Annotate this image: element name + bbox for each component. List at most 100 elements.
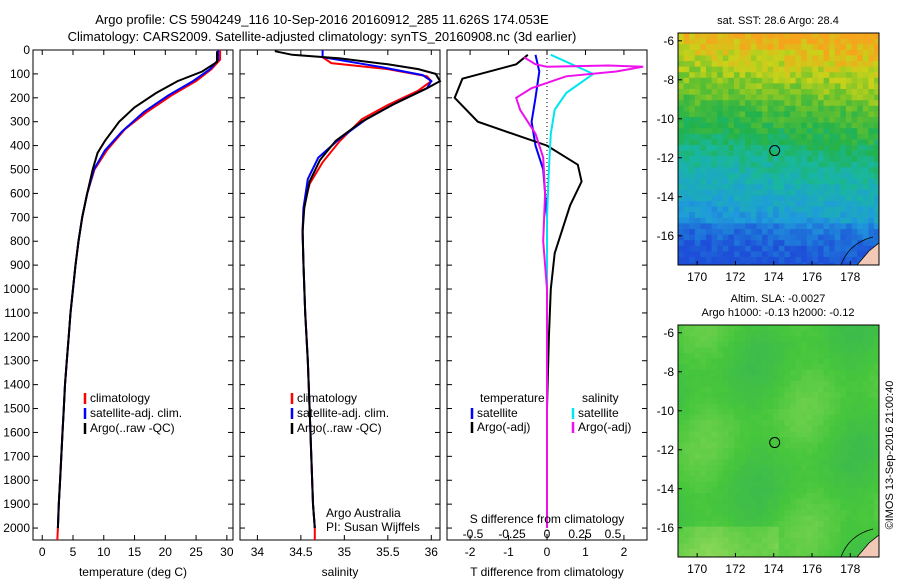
map-cell bbox=[862, 521, 869, 527]
map-cell bbox=[756, 94, 763, 101]
map-cell bbox=[734, 189, 740, 196]
map-cell bbox=[745, 44, 752, 51]
map-cell bbox=[862, 55, 869, 62]
map-cell bbox=[762, 94, 768, 101]
map-cell bbox=[706, 139, 712, 146]
map-cell bbox=[700, 55, 707, 62]
map-cell bbox=[756, 156, 763, 163]
map-cell bbox=[711, 133, 718, 140]
map-cell bbox=[795, 453, 802, 460]
map-cell bbox=[857, 425, 864, 432]
map-cell bbox=[773, 173, 780, 179]
map-cell bbox=[689, 420, 696, 427]
map-cell bbox=[778, 358, 785, 365]
map-cell bbox=[806, 240, 813, 247]
map-cell bbox=[773, 375, 780, 382]
map-cell bbox=[700, 72, 707, 79]
map-cell bbox=[745, 72, 752, 79]
map-cell bbox=[773, 240, 780, 247]
y-tick-label: 700 bbox=[10, 210, 30, 224]
map-cell bbox=[700, 392, 707, 399]
map-cell bbox=[778, 44, 785, 51]
map-cell bbox=[818, 189, 824, 196]
map-cell bbox=[739, 465, 746, 471]
map-cell bbox=[683, 217, 690, 224]
map-cell bbox=[773, 515, 780, 522]
map-cell bbox=[857, 526, 864, 533]
map-cell bbox=[694, 425, 701, 432]
map-cell bbox=[851, 245, 858, 252]
map-cell bbox=[689, 465, 696, 471]
map-cell bbox=[823, 437, 830, 443]
map-cell bbox=[722, 465, 729, 471]
map-cell bbox=[829, 336, 836, 343]
map-cell bbox=[739, 336, 746, 343]
map-cell bbox=[806, 66, 813, 73]
map-cell bbox=[801, 521, 808, 527]
map-cell bbox=[818, 341, 824, 348]
map-cell bbox=[801, 229, 808, 235]
map-cell bbox=[834, 425, 841, 432]
map-cell bbox=[700, 161, 707, 168]
map-cell bbox=[784, 49, 791, 56]
map-cell bbox=[778, 330, 785, 337]
map-cell bbox=[790, 498, 796, 505]
map-cell bbox=[818, 229, 824, 235]
map-cell bbox=[722, 498, 729, 505]
map-cell bbox=[773, 212, 780, 219]
map-cell bbox=[683, 38, 690, 45]
map-cell bbox=[857, 111, 864, 118]
map-cell bbox=[778, 184, 785, 191]
map-cell bbox=[717, 543, 724, 550]
map-cell bbox=[784, 212, 791, 219]
map-cell bbox=[767, 381, 774, 387]
map-cell bbox=[711, 240, 718, 247]
map-cell bbox=[862, 504, 869, 511]
map-cell bbox=[683, 459, 690, 466]
map-cell bbox=[745, 240, 752, 247]
map-cell bbox=[700, 262, 707, 266]
map-cell bbox=[734, 212, 740, 219]
map-cell bbox=[700, 66, 707, 73]
map-cell bbox=[711, 44, 718, 51]
map-cell bbox=[801, 414, 808, 421]
map-cell bbox=[706, 150, 712, 157]
map-cell bbox=[773, 61, 780, 67]
map-cell bbox=[678, 537, 684, 544]
map-cell bbox=[801, 336, 808, 343]
map-cell bbox=[773, 341, 780, 348]
map-cell bbox=[778, 403, 785, 410]
map-cell bbox=[823, 526, 830, 533]
map-cell bbox=[778, 537, 785, 544]
map-cell bbox=[818, 245, 824, 252]
map-cell bbox=[812, 189, 819, 196]
map-cell bbox=[840, 55, 847, 62]
map-cell bbox=[806, 459, 813, 466]
map-cell bbox=[874, 515, 880, 522]
map-cell bbox=[790, 392, 796, 399]
map-cell bbox=[862, 353, 869, 359]
map-cell bbox=[795, 105, 802, 112]
map-cell bbox=[784, 453, 791, 460]
map-cell bbox=[689, 105, 696, 112]
map-cell bbox=[722, 369, 729, 376]
map-cell bbox=[728, 392, 735, 399]
map-cell bbox=[840, 150, 847, 157]
map-cell bbox=[728, 476, 735, 483]
y-tick-label: 0 bbox=[23, 43, 30, 57]
map-cell bbox=[851, 201, 858, 207]
map-cell bbox=[750, 161, 757, 168]
map-cell bbox=[734, 375, 740, 382]
map-cell bbox=[846, 409, 852, 415]
map-cell bbox=[829, 184, 836, 191]
map-cell bbox=[750, 83, 757, 90]
map-cell bbox=[739, 504, 746, 511]
map-cell bbox=[762, 206, 768, 213]
map-cell bbox=[700, 167, 707, 174]
map-cell bbox=[756, 257, 763, 263]
map-cell bbox=[689, 515, 696, 522]
map-cell bbox=[750, 262, 757, 266]
map-cell bbox=[790, 206, 796, 213]
map-cell bbox=[851, 55, 858, 62]
map-cell bbox=[874, 353, 880, 359]
